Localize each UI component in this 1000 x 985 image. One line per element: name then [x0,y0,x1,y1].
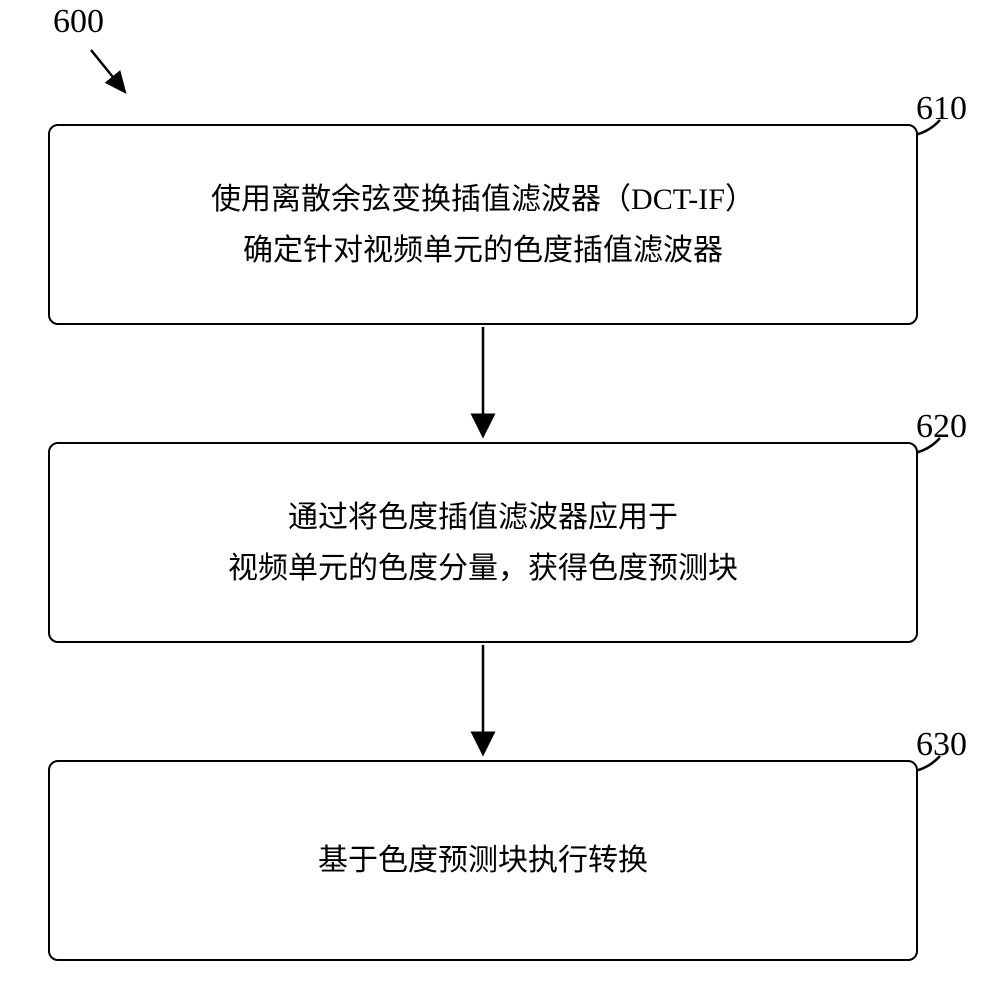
node-630-line-1: 基于色度预测块执行转换 [318,835,648,886]
node-box-630: 基于色度预测块执行转换 [48,760,918,961]
flowchart-canvas: 600 610 使用离散余弦变换插值滤波器（DCT-IF） 确定针对视频单元的色… [0,0,1000,985]
